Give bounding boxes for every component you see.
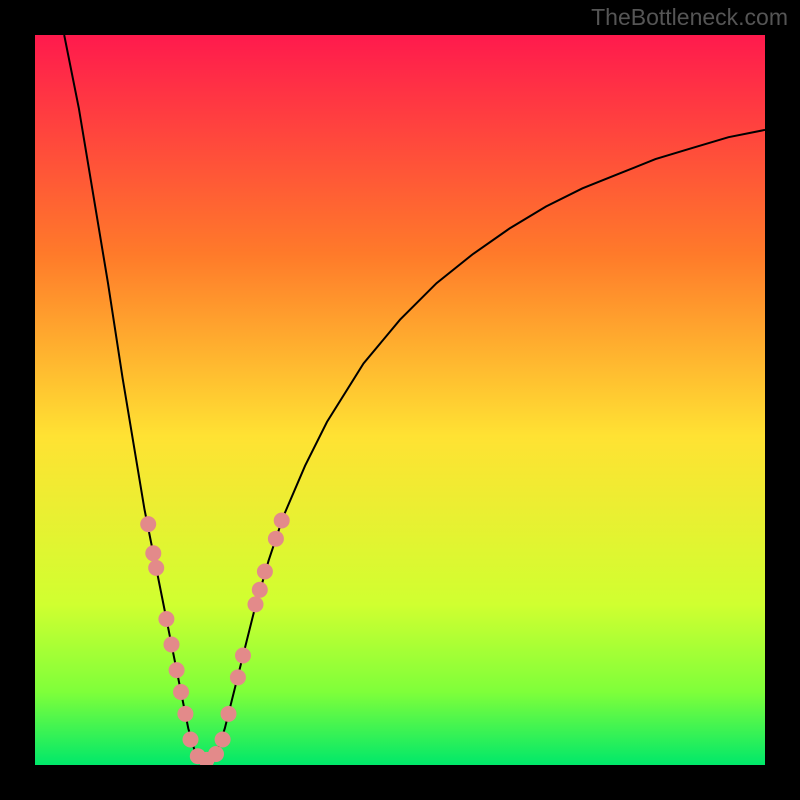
marker-point xyxy=(145,545,161,561)
marker-point xyxy=(208,746,224,762)
marker-point xyxy=(221,706,237,722)
marker-point xyxy=(164,637,180,653)
marker-point xyxy=(235,648,251,664)
marker-point xyxy=(274,513,290,529)
marker-point xyxy=(169,662,185,678)
marker-point xyxy=(257,564,273,580)
marker-point xyxy=(230,669,246,685)
marker-point xyxy=(252,582,268,598)
marker-point xyxy=(173,684,189,700)
marker-point xyxy=(148,560,164,576)
chart-svg xyxy=(0,0,800,800)
marker-point xyxy=(140,516,156,532)
marker-point xyxy=(158,611,174,627)
marker-point xyxy=(268,531,284,547)
marker-point xyxy=(177,706,193,722)
watermark-text: TheBottleneck.com xyxy=(591,4,788,31)
bottleneck-chart: TheBottleneck.com xyxy=(0,0,800,800)
plot-background xyxy=(35,35,765,765)
marker-point xyxy=(215,732,231,748)
marker-point xyxy=(248,596,264,612)
marker-point xyxy=(183,732,199,748)
